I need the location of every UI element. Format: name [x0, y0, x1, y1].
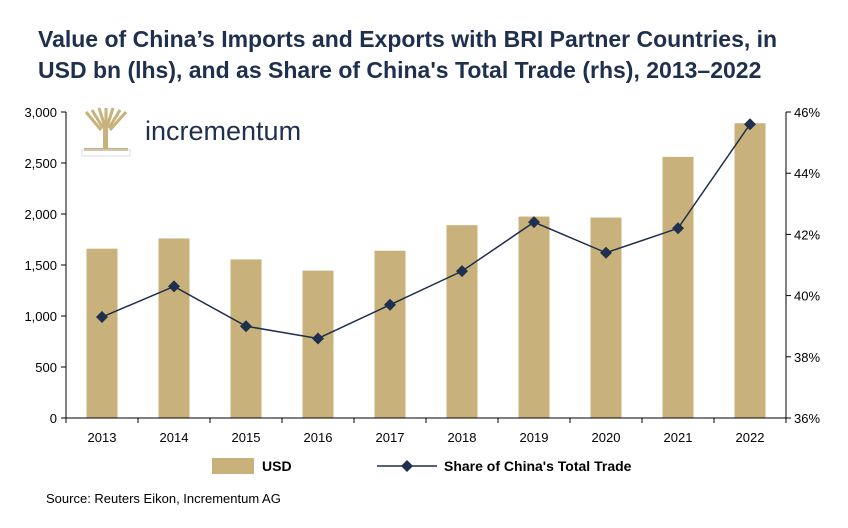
y-left-tick-label: 2,500 [24, 156, 57, 171]
legend-marker-share [401, 460, 413, 472]
y-right-tick-label: 46% [794, 105, 820, 120]
share-line [101, 123, 751, 340]
y-left-tick-label: 0 [50, 411, 57, 426]
x-tick-label: 2017 [376, 430, 405, 445]
chart-title-line-1: Value of China’s Imports and Exports wit… [38, 26, 778, 52]
x-tick-label: 2022 [736, 430, 765, 445]
y-left-tick-label: 2,000 [24, 207, 57, 222]
logo-text: incrementum [145, 116, 301, 146]
x-tick-label: 2021 [664, 430, 693, 445]
bar-2017 [374, 250, 406, 418]
tree-icon-base [81, 149, 131, 157]
x-tick-label: 2020 [592, 430, 621, 445]
share-point-2020 [600, 246, 612, 259]
tree-icon-branch [97, 107, 107, 128]
bar-2019 [518, 216, 550, 418]
bar-2018 [446, 225, 478, 418]
x-tick-label: 2016 [304, 430, 333, 445]
chart-title-line-2: USD bn (lhs), and as Share of China's To… [38, 57, 762, 83]
share-point-2013 [96, 311, 108, 324]
bar-2015 [230, 259, 262, 418]
x-tick-label: 2014 [160, 430, 189, 445]
bar-2014 [158, 238, 190, 418]
logo: incrementum [81, 107, 301, 157]
tree-icon-trunk [103, 126, 108, 150]
y-left-tick-label: 500 [35, 360, 57, 375]
legend-label-usd: USD [262, 458, 292, 474]
share-point-2021 [672, 222, 684, 235]
y-right-tick-label: 44% [794, 166, 820, 181]
tree-icon-branch [84, 111, 103, 131]
y-right-tick-label: 38% [794, 350, 820, 365]
bar-2013 [86, 248, 118, 418]
y-left-tick-label: 1,500 [24, 258, 57, 273]
share-point-2019 [528, 216, 540, 229]
share-point-2015 [240, 320, 252, 333]
source-note: Source: Reuters Eikon, Incrementum AG [46, 491, 281, 506]
tree-icon-branch [90, 109, 105, 129]
tree-icon-branch [105, 107, 115, 128]
x-tick-label: 2015 [232, 430, 261, 445]
legend-label-share: Share of China's Total Trade [444, 458, 632, 474]
x-tick-label: 2018 [448, 430, 477, 445]
y-right-tick-label: 36% [794, 411, 820, 426]
share-point-2022 [744, 118, 756, 131]
legend-swatch-usd [212, 458, 254, 474]
chart-title: Value of China’s Imports and Exports wit… [38, 24, 828, 86]
share-point-2016 [312, 332, 324, 345]
y-right-tick-label: 40% [794, 289, 820, 304]
share-point-2014 [168, 280, 180, 293]
x-tick-label: 2013 [88, 430, 117, 445]
bar-2022 [734, 123, 766, 418]
tree-icon-branch [107, 109, 122, 129]
share-point-2018 [456, 265, 468, 278]
y-left-tick-label: 1,000 [24, 309, 57, 324]
share-point-2017 [384, 298, 396, 311]
y-left-tick-label: 3,000 [24, 105, 57, 120]
tree-icon-branch [108, 111, 128, 131]
y-right-tick-label: 42% [794, 227, 820, 242]
bar-2021 [662, 156, 694, 418]
x-tick-label: 2019 [520, 430, 549, 445]
